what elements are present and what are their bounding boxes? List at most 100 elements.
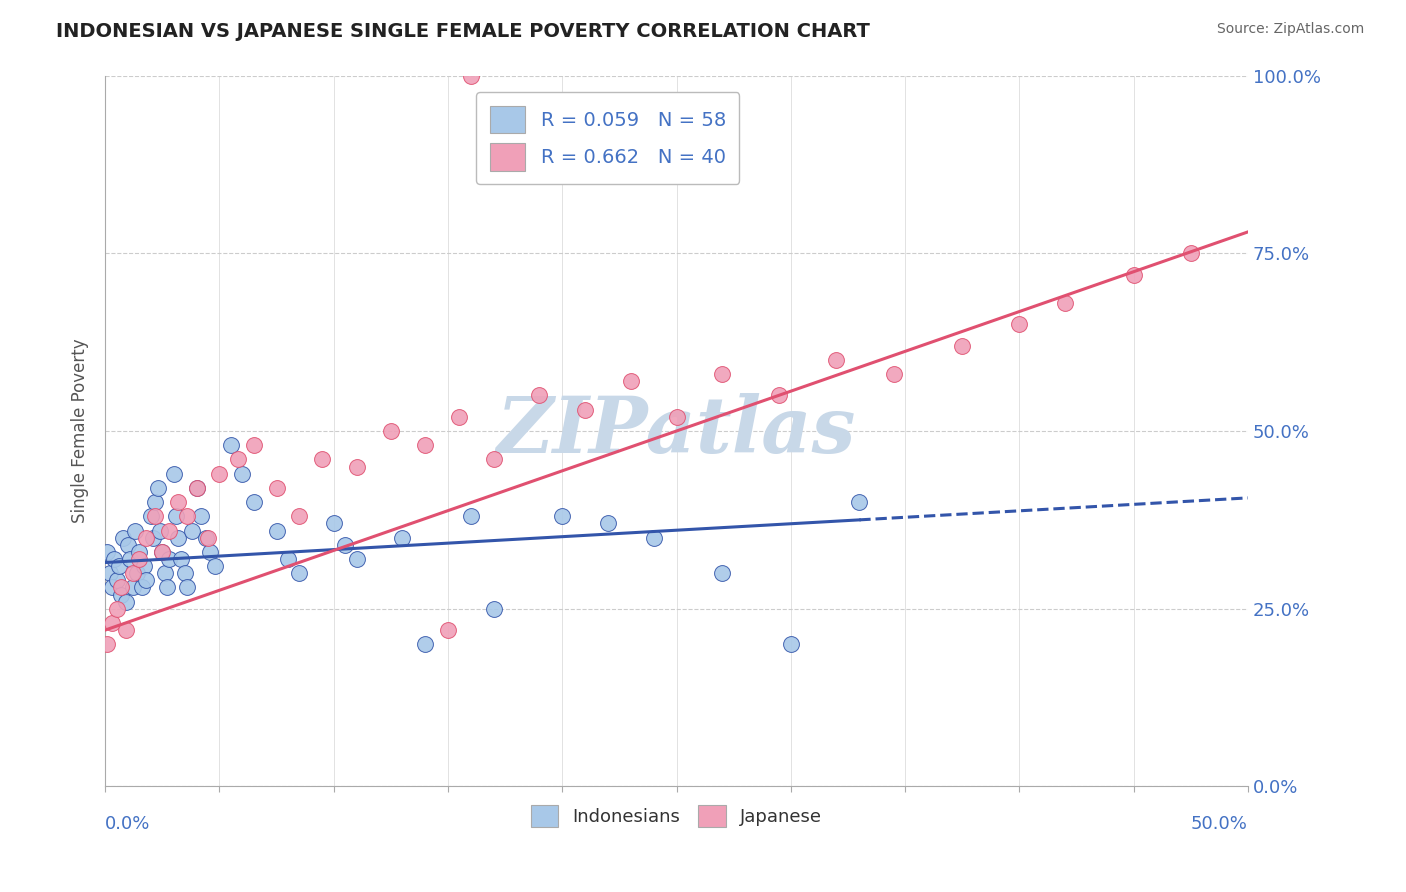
- Point: [101, 581, 124, 595]
- Point: [150, 545, 173, 559]
- Point: [333, 538, 356, 552]
- Point: [176, 509, 198, 524]
- Point: [114, 623, 136, 637]
- Point: [226, 452, 249, 467]
- Point: [128, 552, 150, 566]
- Point: [711, 367, 734, 381]
- Point: [194, 531, 217, 545]
- Point: [120, 552, 142, 566]
- Point: [779, 637, 801, 651]
- Y-axis label: Single Female Poverty: Single Female Poverty: [72, 339, 89, 524]
- Point: [204, 559, 226, 574]
- Point: [101, 615, 124, 630]
- Point: [169, 552, 191, 566]
- Point: [96, 637, 118, 651]
- Point: [242, 495, 264, 509]
- Point: [219, 438, 242, 452]
- Point: [266, 481, 288, 495]
- Point: [596, 516, 619, 531]
- Point: [153, 566, 176, 581]
- Point: [768, 388, 790, 402]
- Point: [346, 459, 368, 474]
- Text: 0.0%: 0.0%: [105, 815, 150, 833]
- Point: [482, 452, 505, 467]
- Point: [231, 467, 253, 481]
- Point: [208, 467, 231, 481]
- Point: [165, 509, 187, 524]
- Point: [112, 531, 135, 545]
- Point: [145, 495, 167, 509]
- Point: [114, 594, 136, 608]
- Point: [127, 566, 149, 581]
- Point: [124, 524, 146, 538]
- Point: [460, 69, 482, 83]
- Text: INDONESIAN VS JAPANESE SINGLE FEMALE POVERTY CORRELATION CHART: INDONESIAN VS JAPANESE SINGLE FEMALE POV…: [56, 22, 870, 41]
- Point: [311, 452, 333, 467]
- Point: [380, 424, 402, 438]
- Point: [176, 581, 198, 595]
- Point: [149, 524, 172, 538]
- Point: [121, 581, 143, 595]
- Point: [529, 388, 551, 402]
- Point: [135, 531, 157, 545]
- Point: [322, 516, 344, 531]
- Point: [150, 545, 173, 559]
- Point: [437, 623, 460, 637]
- Point: [665, 409, 688, 424]
- Point: [174, 566, 197, 581]
- Point: [277, 552, 299, 566]
- Point: [131, 581, 153, 595]
- Point: [157, 552, 180, 566]
- Point: [105, 601, 128, 615]
- Point: [620, 374, 643, 388]
- Point: [413, 637, 436, 651]
- Point: [146, 481, 169, 495]
- Point: [413, 438, 436, 452]
- Point: [108, 559, 131, 574]
- Point: [848, 495, 870, 509]
- Point: [190, 509, 212, 524]
- Point: [142, 531, 165, 545]
- Point: [266, 524, 288, 538]
- Point: [186, 481, 208, 495]
- Point: [139, 509, 162, 524]
- Point: [200, 545, 222, 559]
- Point: [145, 509, 167, 524]
- Point: [1180, 246, 1202, 260]
- Point: [186, 481, 208, 495]
- Point: [825, 352, 848, 367]
- Point: [128, 545, 150, 559]
- Point: [242, 438, 264, 452]
- Point: [110, 581, 132, 595]
- Point: [460, 509, 482, 524]
- Text: Source: ZipAtlas.com: Source: ZipAtlas.com: [1216, 22, 1364, 37]
- Point: [288, 509, 311, 524]
- Point: [197, 531, 219, 545]
- Point: [950, 339, 973, 353]
- Point: [181, 524, 204, 538]
- Text: ZIPatlas: ZIPatlas: [496, 392, 856, 469]
- Point: [103, 552, 125, 566]
- Point: [135, 574, 157, 588]
- Point: [574, 402, 596, 417]
- Point: [121, 566, 143, 581]
- Point: [132, 559, 155, 574]
- Point: [96, 545, 118, 559]
- Point: [643, 531, 665, 545]
- Point: [449, 409, 471, 424]
- Text: 50.0%: 50.0%: [1191, 815, 1249, 833]
- Point: [163, 467, 186, 481]
- Legend: Indonesians, Japanese: Indonesians, Japanese: [524, 797, 830, 834]
- Point: [156, 581, 179, 595]
- Point: [1122, 268, 1144, 282]
- Point: [98, 566, 121, 581]
- Point: [711, 566, 734, 581]
- Point: [157, 524, 180, 538]
- Point: [110, 588, 132, 602]
- Point: [883, 367, 905, 381]
- Point: [551, 509, 574, 524]
- Point: [346, 552, 368, 566]
- Point: [482, 601, 505, 615]
- Point: [167, 531, 190, 545]
- Point: [1008, 318, 1031, 332]
